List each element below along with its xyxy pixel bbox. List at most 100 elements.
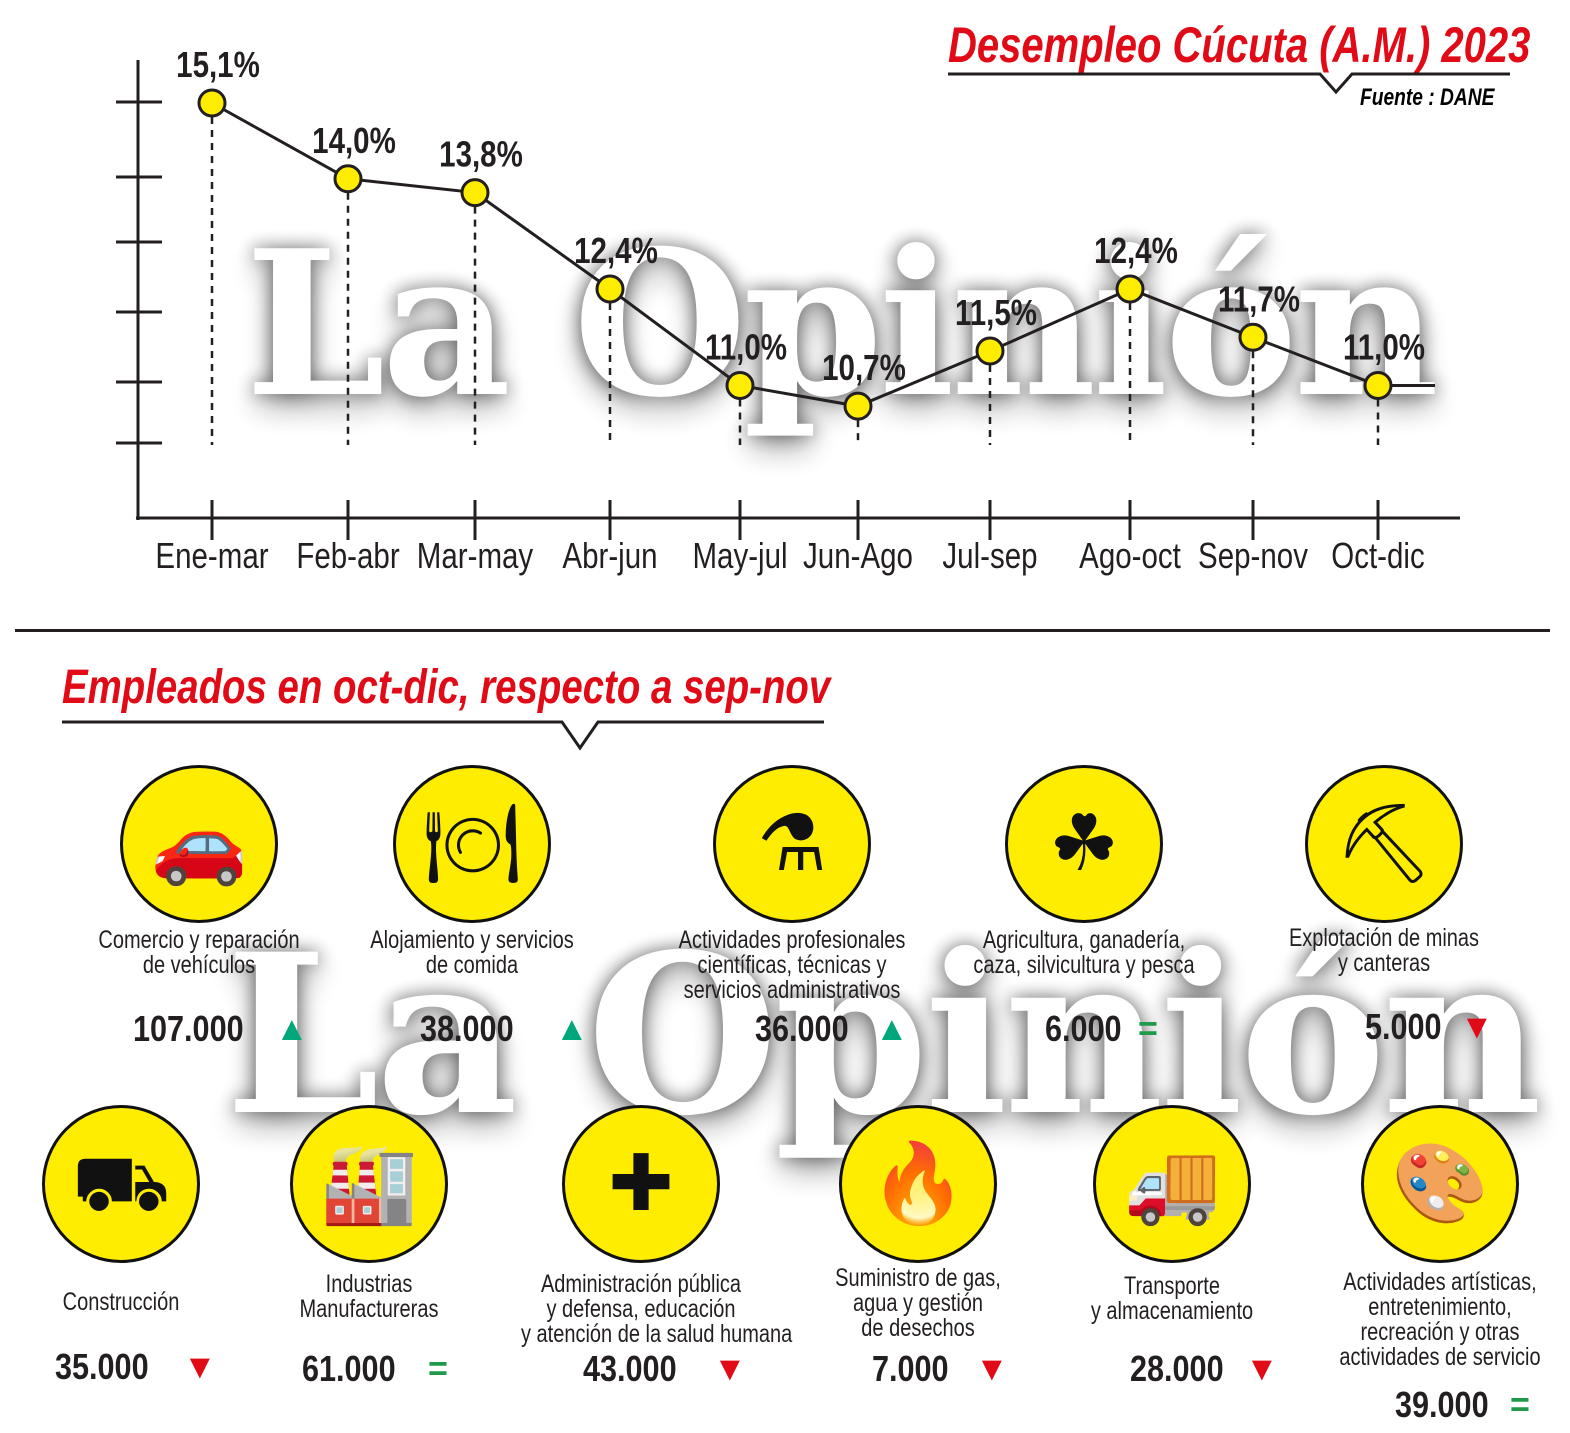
x-tick-label: May-jul <box>692 535 787 575</box>
sector-label-line: y defensa, educación <box>546 1295 736 1323</box>
data-point <box>725 370 755 400</box>
data-label: 11,0% <box>1343 327 1425 367</box>
section-title: Empleados en oct-dic, respecto a sep-nov <box>62 661 831 714</box>
sector-value: 38.000 <box>420 1008 514 1049</box>
trend-down-icon: ▼ <box>183 1348 217 1386</box>
farmer-icon: ☘ <box>1005 765 1163 923</box>
sector-health-hands: ✚ <box>491 1105 791 1263</box>
trend-equal-icon: = <box>428 1350 448 1388</box>
x-tick-label: Mar-may <box>417 535 534 575</box>
sector-truck: 🚚 <box>1022 1105 1322 1263</box>
sector-label-line: entretenimiento, <box>1368 1293 1512 1321</box>
sector-label: Agricultura, ganadería, caza, silvicultur… <box>934 928 1234 978</box>
x-tick-label: Ene-mar <box>155 535 268 575</box>
data-point <box>1363 370 1393 400</box>
sector-label-line: Suministro de gas, <box>835 1264 1001 1292</box>
sector-label-line: de vehículos <box>142 951 256 979</box>
sector-label-line: Actividades profesionales <box>678 926 906 954</box>
sector-label-line: Actividades artísticas, <box>1343 1268 1537 1296</box>
sector-label-line: Explotación de minas <box>1288 924 1480 952</box>
unemployment-line-chart: Ene-mar Feb-abr Mar-may Abr-jun May-jul Jun-A… <box>116 44 1460 576</box>
scientist-icon: ⚗ <box>713 765 871 923</box>
sector-scientist: ⚗ <box>642 765 942 923</box>
sector-value: 39.000 <box>1395 1384 1489 1425</box>
data-point <box>333 164 363 194</box>
sector-farmer: ☘ <box>934 765 1234 923</box>
sector-label-line: de desechos <box>861 1314 975 1342</box>
sector-label-line: servicios administrativos <box>683 976 901 1004</box>
data-label: 11,7% <box>1218 278 1300 318</box>
sector-value: 35.000 <box>55 1346 149 1387</box>
sector-label-line: Industrias <box>325 1270 413 1298</box>
trend-equal-icon: = <box>1138 1010 1158 1048</box>
sector-label-line: agua y gestión <box>852 1289 984 1317</box>
sector-label: Suministro de gas, agua y gestión de desec… <box>768 1266 1068 1341</box>
x-tick-label: Jul-sep <box>942 535 1037 575</box>
excavator-icon: ⛟ <box>42 1105 200 1263</box>
data-label: 10,7% <box>822 347 906 387</box>
sector-value: 6.000 <box>1045 1008 1122 1049</box>
sector-value: 43.000 <box>583 1348 677 1389</box>
trend-down-icon: ▼ <box>713 1350 747 1388</box>
trend-equal-icon: = <box>1510 1386 1530 1424</box>
trend-up-icon: ▲ <box>275 1010 309 1048</box>
sector-label-line: Alojamiento y servicios <box>370 926 574 954</box>
x-tick-label: Oct-dic <box>1331 535 1424 575</box>
chart-title: Desempleo Cúcuta (A.M.) 2023 <box>948 17 1531 73</box>
data-point <box>197 88 227 118</box>
sector-value: 36.000 <box>755 1008 849 1049</box>
sector-value: 5.000 <box>1365 1006 1442 1047</box>
section-title-underline <box>62 720 824 751</box>
sector-label-line: caza, silvicultura y pesca <box>973 951 1195 979</box>
sector-label-line: Manufactureras <box>299 1295 439 1323</box>
sector-food-cloche: 🍽 <box>322 765 622 923</box>
sector-label: Construcción <box>0 1290 271 1315</box>
sector-label: Alojamiento y servicios de comida <box>322 928 622 978</box>
data-label: 14,0% <box>312 120 396 160</box>
data-label: 12,4% <box>574 230 658 270</box>
sector-label-line: de comida <box>425 951 519 979</box>
data-label: 11,5% <box>955 292 1037 332</box>
truck-icon: 🚚 <box>1093 1105 1251 1263</box>
sector-value: 61.000 <box>302 1348 396 1389</box>
data-point <box>1238 322 1268 352</box>
x-tick-label: Abr-jun <box>562 535 657 575</box>
data-point <box>1115 274 1145 304</box>
sector-label-line: y almacenamiento <box>1090 1297 1254 1325</box>
data-point <box>975 336 1005 366</box>
gas-flame-icon: 🔥 <box>839 1105 997 1263</box>
sector-label: Actividades artísticas, entretenimiento, r… <box>1290 1270 1570 1370</box>
title-underline <box>948 72 1510 95</box>
sector-label: Actividades profesionales científicas, té… <box>642 928 942 1003</box>
sector-excavator: ⛟ <box>0 1105 271 1263</box>
watermark-top: La Opinión <box>245 207 1439 442</box>
sector-value: 28.000 <box>1130 1348 1224 1389</box>
sector-label: Comercio y reparación de vehículos <box>49 928 349 978</box>
data-point <box>595 274 625 304</box>
pickaxe-icon: ⛏ <box>1305 765 1463 923</box>
sector-gas-flame: 🔥 <box>768 1105 1068 1263</box>
sector-label-line: Agricultura, ganadería, <box>982 926 1186 954</box>
health-hands-icon: ✚ <box>562 1105 720 1263</box>
data-point <box>843 391 873 421</box>
sector-label-line: Administración pública <box>540 1270 742 1298</box>
data-label: 13,8% <box>439 134 523 174</box>
sector-car-wrench: 🚗 <box>49 765 349 923</box>
trend-up-icon: ▲ <box>555 1010 589 1048</box>
sector-label-line: científicas, técnicas y <box>697 951 887 979</box>
trend-down-icon: ▼ <box>1245 1350 1279 1388</box>
art-palette-icon: 🎨 <box>1361 1105 1519 1263</box>
data-label: 12,4% <box>1094 230 1178 270</box>
sector-label: Administración pública y defensa, educaci… <box>491 1270 793 1348</box>
sector-factory: 🏭 <box>219 1105 519 1263</box>
x-tick-label: Jun-Ago <box>803 535 913 575</box>
sector-value: 7.000 <box>872 1348 949 1389</box>
data-label: 11,0% <box>705 327 787 367</box>
trend-down-icon: ▼ <box>1460 1008 1494 1046</box>
sector-label-line: recreación y otras <box>1360 1318 1520 1346</box>
chart-source: Fuente : DANE <box>1360 84 1495 111</box>
sector-art-palette: 🎨 <box>1290 1105 1570 1263</box>
sector-pickaxe: ⛏ <box>1234 765 1534 923</box>
sector-label-line: y atención de la salud humana <box>521 1320 793 1348</box>
sector-value: 107.000 <box>133 1008 244 1049</box>
